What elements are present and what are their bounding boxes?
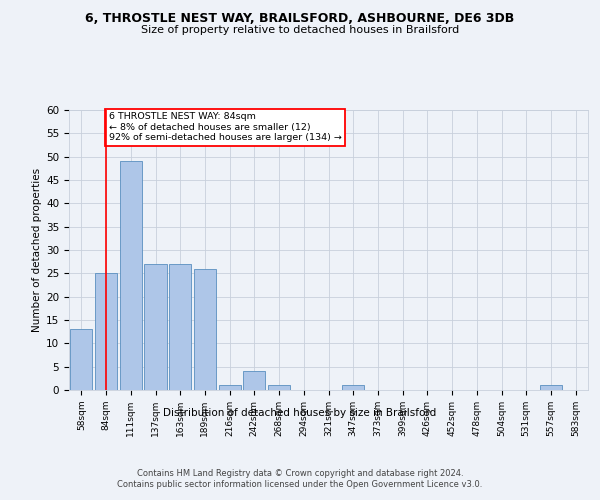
Y-axis label: Number of detached properties: Number of detached properties bbox=[32, 168, 42, 332]
Bar bbox=[243, 372, 265, 390]
Text: Contains HM Land Registry data © Crown copyright and database right 2024.: Contains HM Land Registry data © Crown c… bbox=[137, 469, 463, 478]
Bar bbox=[218, 386, 241, 390]
Text: Size of property relative to detached houses in Brailsford: Size of property relative to detached ho… bbox=[141, 25, 459, 35]
Bar bbox=[119, 162, 142, 390]
Text: 6, THROSTLE NEST WAY, BRAILSFORD, ASHBOURNE, DE6 3DB: 6, THROSTLE NEST WAY, BRAILSFORD, ASHBOU… bbox=[85, 12, 515, 26]
Bar bbox=[169, 264, 191, 390]
Text: Contains public sector information licensed under the Open Government Licence v3: Contains public sector information licen… bbox=[118, 480, 482, 489]
Bar bbox=[70, 330, 92, 390]
Bar bbox=[95, 274, 117, 390]
Bar bbox=[194, 268, 216, 390]
Text: 6 THROSTLE NEST WAY: 84sqm
← 8% of detached houses are smaller (12)
92% of semi-: 6 THROSTLE NEST WAY: 84sqm ← 8% of detac… bbox=[109, 112, 341, 142]
Bar bbox=[342, 386, 364, 390]
Bar bbox=[268, 386, 290, 390]
Text: Distribution of detached houses by size in Brailsford: Distribution of detached houses by size … bbox=[163, 408, 437, 418]
Bar bbox=[145, 264, 167, 390]
Bar bbox=[540, 386, 562, 390]
